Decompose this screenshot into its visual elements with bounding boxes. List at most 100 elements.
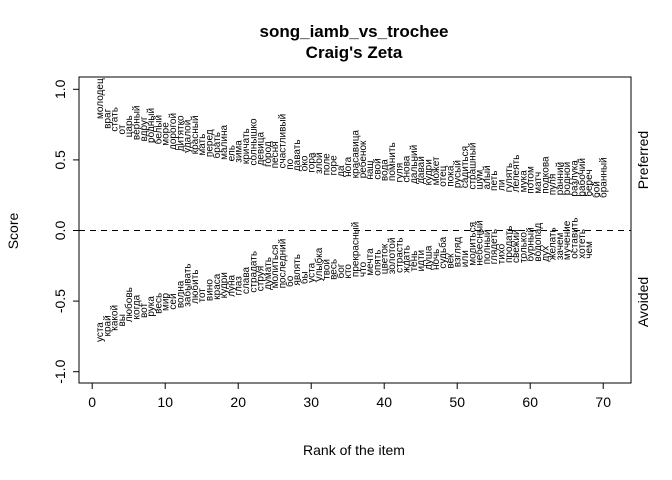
avoided-word-label: сей [168,293,179,309]
avoided-word-label: молиться [270,245,281,289]
avoided-word-label: бы [298,271,310,284]
preferred-word-label: отец [438,165,449,186]
avoided-word-label: тень [409,251,420,272]
avoided-word-label: полный [482,229,493,264]
avoided-word-label: молиться [467,222,478,266]
avoided-word-label: прекрасный [351,222,362,277]
avoided-word-label: взгляд [453,237,464,267]
preferred-word-label: давать [292,139,303,171]
preferred-word-label: ребенок [357,140,369,178]
preferred-word-label: злой [314,152,325,174]
preferred-word-label: кричать [241,128,252,164]
avoided-word-label: небесный [474,220,486,265]
preferred-word-label: русый [453,160,464,188]
preferred-side-label: Preferred [635,131,651,189]
preferred-word-label: береч [583,169,595,196]
preferred-word-label: гора [307,152,318,173]
avoided-word-label: вы [117,314,128,327]
avoided-word-label: кто [343,264,354,279]
preferred-word-label: может [431,156,442,185]
avoided-word-label: волна [175,280,186,308]
avoided-side-label: Avoided [635,277,651,327]
avoided-word-label: вино [205,279,216,301]
avoided-word-label: только [518,232,529,263]
avoided-word-label: последний [278,239,289,289]
avoided-word-label: краса [212,273,223,299]
preferred-word-label: верный [132,106,143,141]
preferred-word-label: давай [416,156,427,184]
avoided-word-label: бо [284,275,296,287]
x-tick-label: 60 [522,394,538,410]
preferred-word-label: родный [146,108,157,143]
avoided-word-label: твой [321,259,332,280]
y-tick-label: 0.5 [52,150,68,170]
preferred-word-label: солнышко [248,118,259,166]
chart-subtitle: Craig's Zeta [306,43,403,62]
avoided-word-label: продать [504,226,515,263]
preferred-word-label: петь [489,171,500,191]
x-axis-label: Rank of the item [303,442,405,458]
preferred-word-label: дорогой [168,113,179,150]
avoided-word-label: цветок [380,243,391,274]
x-tick-label: 10 [157,394,173,410]
avoided-word-label: ночь [431,249,442,270]
avoided-word-label: оставить [570,217,581,258]
preferred-word-label: красавица [351,130,362,179]
preferred-word-label: горе [329,155,340,176]
avoided-word-label: зачем [555,232,566,260]
avoided-word-label: идти [416,250,427,272]
avoided-word-label: когда [132,294,143,319]
avoided-word-label: улыбка [313,247,325,281]
preferred-word-label: разлука [570,160,581,197]
avoided-word-label: опять [372,249,383,275]
preferred-word-label: бой [590,181,602,198]
preferred-word-label: кудри [424,159,435,185]
preferred-word-label: перед [205,129,216,157]
preferred-word-label: бранный [598,157,610,198]
preferred-word-label: нога [343,156,354,177]
avoided-word-label: забывать [182,263,194,306]
preferred-word-label: поле [321,153,332,176]
avoided-word-label: золотой [387,238,398,275]
avoided-word-label: струя [256,266,267,291]
avoided-word-label: уста [307,262,318,282]
avoided-word-label: мир [161,293,172,311]
preferred-word-label: страшный [467,143,478,190]
x-tick-label: 30 [303,394,319,410]
avoided-word-label: рука [146,296,157,317]
x-tick-label: 50 [449,394,465,410]
preferred-word-label: ли [497,180,508,191]
preferred-word-label: счастливый [278,114,289,169]
preferred-word-label: пока [445,165,456,187]
avoided-word-label: глаз [234,276,245,296]
avoided-word-label: свежий [511,229,522,263]
avoided-word-label: весь [329,259,340,280]
avoided-word-label: глядеть [489,229,500,265]
avoided-word-label: тот [197,288,208,303]
avoided-word-label: хотеть [577,229,588,259]
avoided-word-label: уста [95,322,106,342]
preferred-word-label: родной [562,162,573,195]
preferred-word-label: наш [365,161,376,180]
preferred-word-label: девица [256,132,267,166]
preferred-word-label: малина [219,125,230,160]
avoided-word-label: луна [226,275,237,297]
y-tick-label: 1.0 [52,79,68,99]
avoided-word-label: край [102,315,113,336]
avoided-word-label: страдать [248,251,259,293]
preferred-word-label: дальний [409,145,420,184]
preferred-word-label: око [299,155,310,171]
preferred-word-label: город [263,141,274,167]
y-tick-label: -1.0 [52,359,68,383]
preferred-word-label: дитятко [175,115,186,151]
avoided-word-label: кудри [219,272,230,298]
avoided-word-label: судьба [437,236,449,268]
avoided-word-label: водопад [533,223,544,262]
preferred-word-label: ель [226,145,237,161]
avoided-word-label: мучение [562,220,573,260]
preferred-word-label: снова [402,155,413,182]
preferred-word-label: молодец [95,78,106,119]
preferred-word-label: от [117,124,128,134]
x-tick-label: 20 [230,394,246,410]
preferred-word-label: гуля [394,163,405,183]
